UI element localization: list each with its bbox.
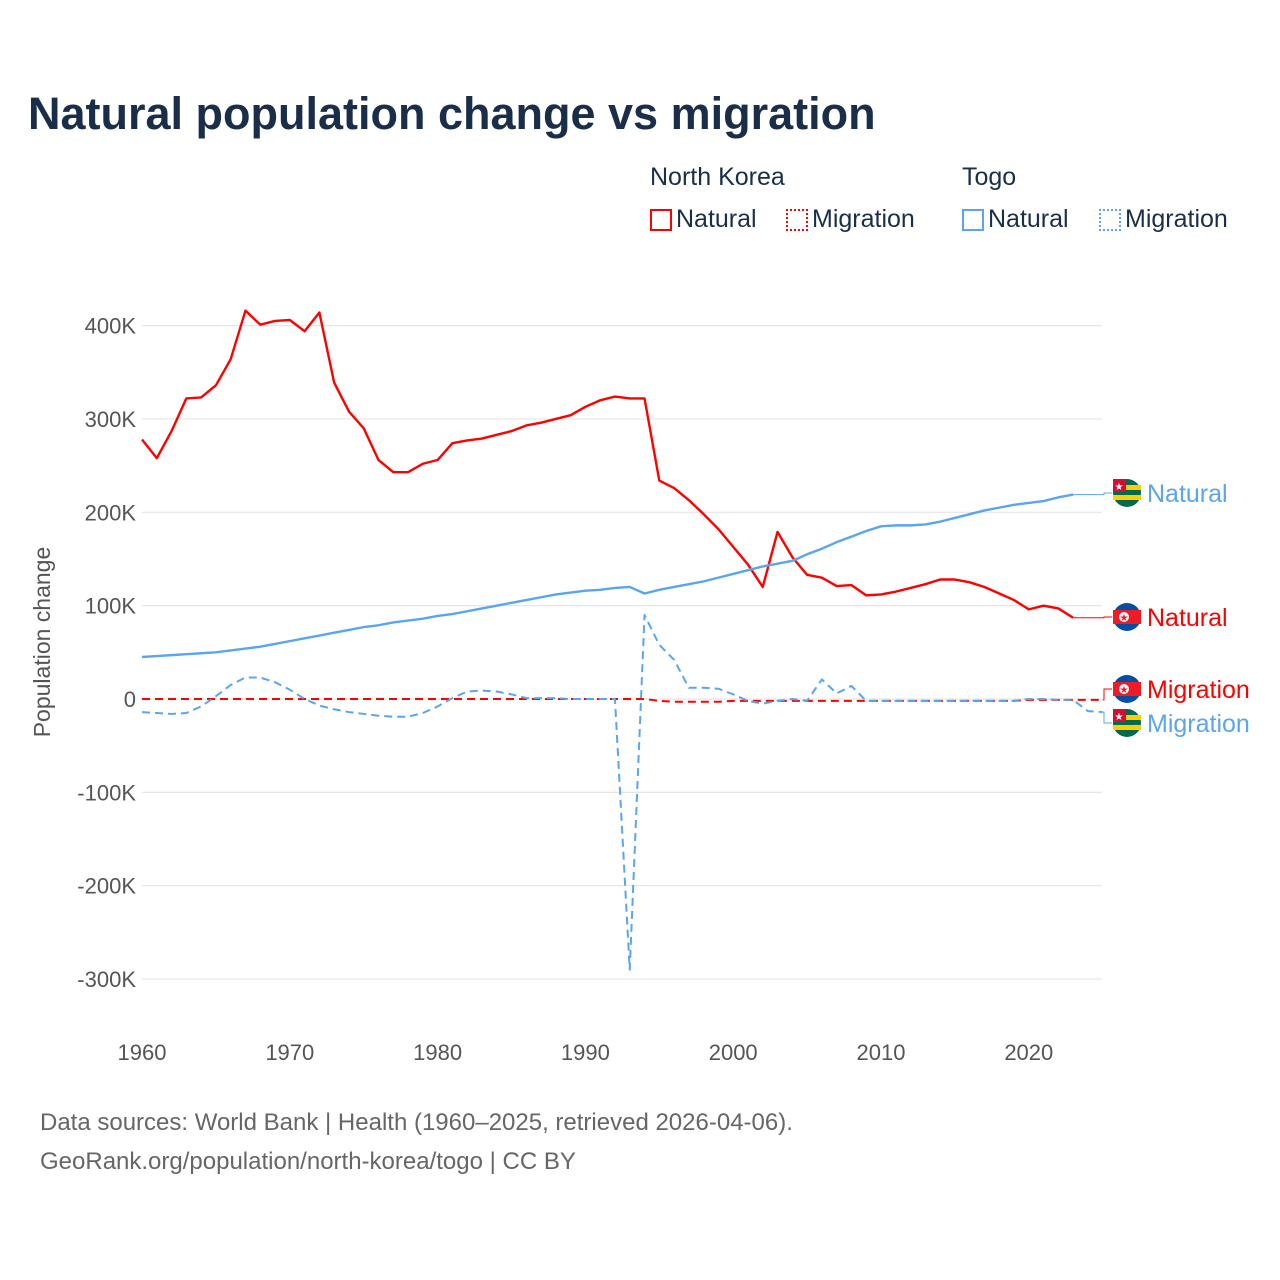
legend-label: Natural <box>676 205 757 233</box>
series-end-label: Migration <box>1147 676 1250 704</box>
y-axis-label: Population change <box>29 547 55 738</box>
legend-label: Migration <box>812 205 915 233</box>
y-tick-label: 0 <box>124 687 136 712</box>
star-icon: ★ <box>1120 685 1129 696</box>
flag-stripe <box>1113 495 1141 500</box>
series-end-label: Natural <box>1147 480 1228 508</box>
series-end-label: Migration <box>1147 710 1250 738</box>
star-icon: ★ <box>1120 613 1129 624</box>
x-tick-label: 2000 <box>709 1040 758 1065</box>
solid-swatch-icon <box>650 208 672 231</box>
label-connector <box>1073 492 1112 496</box>
series-line-north-korea-migration <box>142 698 1103 703</box>
flag-stripe <box>1113 715 1141 720</box>
chart-title: Natural population change vs migration <box>28 88 876 139</box>
footer-url[interactable]: GeoRank.org/population/north-korea/togo … <box>40 1148 576 1175</box>
series-line-togo-migration <box>141 613 1103 971</box>
x-tick-label: 1970 <box>265 1040 314 1065</box>
flag-disc <box>1119 684 1129 694</box>
x-tick-label: 2010 <box>857 1040 906 1065</box>
y-tick-label: 300K <box>85 407 137 432</box>
legend-item-nk-migration[interactable]: Migration <box>786 205 915 234</box>
legend-label: Migration <box>1125 205 1228 233</box>
series-line-togo-natural <box>141 493 1074 659</box>
y-tick-label: -200K <box>77 874 136 899</box>
dotted-swatch-icon <box>786 208 808 231</box>
series-end-label: Natural <box>1147 604 1228 632</box>
label-connector <box>1073 616 1112 619</box>
series-line-north-korea-natural <box>141 309 1074 619</box>
x-tick-label: 1980 <box>413 1040 462 1065</box>
flag-canton <box>1113 479 1126 492</box>
star-icon: ★ <box>1115 482 1124 493</box>
legend-group-north-korea: North Korea <box>650 163 785 191</box>
x-tick-label: 2020 <box>1004 1040 1053 1065</box>
x-tick-label: 1960 <box>118 1040 167 1065</box>
legend-item-togo-migration[interactable]: Migration <box>1099 205 1228 234</box>
legend-group-togo: Togo <box>962 163 1017 191</box>
flag-stripe <box>1113 485 1141 490</box>
legend-item-togo-natural[interactable]: Natural <box>962 205 1069 234</box>
y-tick-label: 100K <box>85 594 137 619</box>
y-tick-label: 200K <box>85 500 137 525</box>
x-tick-label: 1990 <box>561 1040 610 1065</box>
dotted-swatch-icon <box>1099 208 1121 231</box>
label-connector <box>1102 711 1112 724</box>
y-tick-label: -300K <box>77 967 136 992</box>
solid-swatch-icon <box>962 208 984 231</box>
y-tick-label: 400K <box>85 314 137 339</box>
legend-item-nk-natural[interactable]: Natural <box>650 205 757 234</box>
flag-canton <box>1113 709 1126 722</box>
flag-disc <box>1119 612 1129 622</box>
label-connector <box>1102 688 1112 701</box>
y-tick-label: -100K <box>77 780 136 805</box>
flag-stripe <box>1113 725 1141 730</box>
legend-label: Natural <box>988 205 1069 233</box>
star-icon: ★ <box>1115 712 1124 723</box>
footer-sources: Data sources: World Bank | Health (1960–… <box>40 1109 793 1136</box>
